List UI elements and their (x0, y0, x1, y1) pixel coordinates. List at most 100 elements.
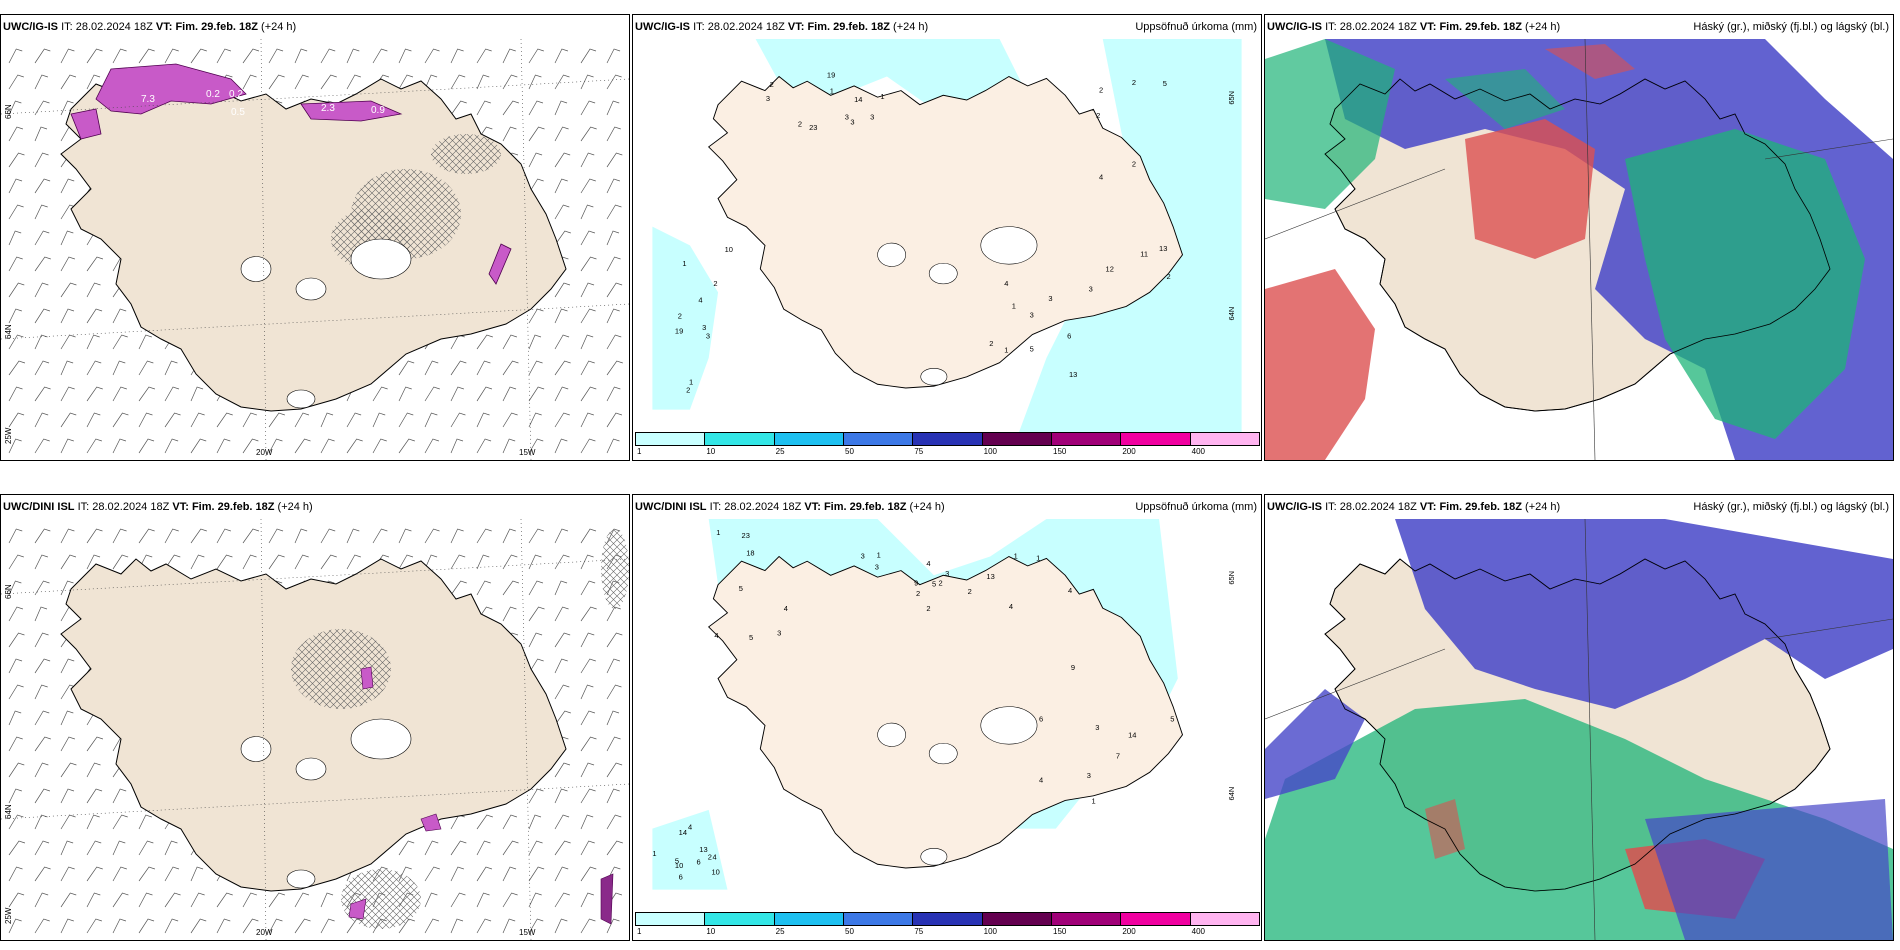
glacier (928, 742, 958, 765)
station-value: 18 (746, 549, 754, 558)
contour-label: 0.2 (229, 89, 243, 100)
station-value: 3 (1048, 294, 1052, 303)
panel-dini-wind: UWC/DINI ISL IT: 28.02.2024 18Z VT: Fim.… (0, 494, 630, 941)
model-label: UWC/DINI ISL (635, 501, 707, 513)
station-value: 1 (830, 86, 834, 95)
station-value: 4 (1039, 776, 1043, 785)
contour-label: 0.5 (231, 107, 245, 118)
colorbar-tick: 200 (1122, 927, 1136, 936)
station-value: 6 (679, 872, 683, 881)
lon-label: 20W (256, 928, 273, 937)
station-value: 2 (708, 853, 712, 862)
colorbar-swatch (912, 912, 983, 926)
panel-field-title: Uppsöfnuð úrkoma (mm) (1135, 21, 1257, 33)
colorbar-swatch (843, 912, 914, 926)
colorbar-swatch (843, 432, 914, 446)
station-value: 2 (1167, 272, 1171, 281)
model-label: UWC/IG-IS (1267, 21, 1322, 33)
station-value: 3 (861, 551, 865, 560)
station-value: 1 (1036, 553, 1040, 562)
vt-value: Fim. 29.feb. 18Z (1439, 21, 1522, 33)
station-value: 2 (1132, 78, 1136, 87)
station-value: 5 (1170, 715, 1174, 724)
land-area (707, 75, 1184, 389)
station-value: 2 (968, 587, 972, 596)
cloud-layer (1395, 519, 1893, 709)
it-value: 28.02.2024 18Z (1339, 21, 1417, 33)
cloud-map (1265, 519, 1893, 940)
vt-label: VT: (155, 21, 173, 33)
coastline (1324, 558, 1831, 892)
wind-map: 66N 64N 25W 20W 15W (1, 519, 629, 940)
precip-area (652, 226, 719, 410)
station-value: 19 (675, 327, 683, 336)
station-value: 4 (712, 853, 716, 862)
station-value: 5 (1163, 79, 1167, 88)
glacier (877, 242, 906, 267)
it-value: 28.02.2024 18Z (724, 501, 802, 513)
station-value: 10 (675, 861, 683, 870)
glacier (980, 706, 1038, 745)
colorbar-swatch (1120, 432, 1191, 446)
station-value: 4 (688, 823, 692, 832)
colorbar-tick: 10 (706, 927, 716, 936)
station-value: 2 (989, 339, 993, 348)
station-value: 14 (679, 828, 687, 837)
precip-area (300, 100, 403, 122)
panel-field-title: Háský (gr.), miðský (fj.bl.) og lágský (… (1693, 21, 1889, 33)
station-value: 1 (716, 528, 720, 537)
snow-hatch (291, 629, 391, 709)
colorbar: 1 10 25 50 75 100 150 200 400 (635, 912, 1260, 936)
colorbar-swatch (1120, 912, 1191, 926)
glacier (286, 869, 316, 889)
station-value: 3 (875, 563, 879, 572)
station-value: 5 (739, 584, 743, 593)
vt-value: Fim. 29.feb. 18Z (1439, 501, 1522, 513)
panel-igis-precip: UWC/IG-IS IT: 28.02.2024 18Z VT: Fim. 29… (632, 14, 1262, 461)
cloud-layer (1265, 269, 1375, 460)
colorbar-swatch (1051, 912, 1122, 926)
station-value: 2 (798, 119, 802, 128)
lon-label: 15W (519, 448, 536, 457)
it-value: 28.02.2024 18Z (707, 21, 785, 33)
vt-label: VT: (172, 501, 189, 513)
snow-hatch (431, 134, 501, 174)
panel-header: UWC/DINI ISL IT: 28.02.2024 18Z VT: Fim.… (1, 495, 629, 519)
station-value: 4 (1099, 173, 1103, 182)
panel-igis-cloud: UWC/IG-IS IT: 28.02.2024 18Z VT: Fim. 29… (1264, 14, 1894, 461)
colorbar-tick: 10 (706, 447, 716, 456)
colorbar-swatch (704, 912, 775, 926)
it-label: IT: (61, 21, 73, 33)
land-area (707, 555, 1184, 869)
station-value: 4 (1009, 602, 1013, 611)
cloud-layer (1645, 799, 1893, 940)
it-label: IT: (709, 501, 722, 513)
snow-hatch (341, 869, 421, 929)
station-value: 10 (725, 245, 733, 254)
panel-header: UWC/DINI ISL IT: 28.02.2024 18Z VT: Fim.… (633, 495, 1261, 519)
lead-time: (+24 h) (261, 21, 297, 33)
it-label: IT: (1325, 501, 1337, 513)
station-value: 4 (698, 296, 702, 305)
it-label: IT: (1325, 21, 1337, 33)
vt-label: VT: (1419, 21, 1437, 33)
colorbar-swatch (981, 912, 1052, 926)
cloud-layer (1465, 119, 1595, 259)
cloud-map (1265, 39, 1893, 460)
station-value: 1 (1014, 551, 1018, 560)
lat-label: 64N (4, 324, 13, 339)
precip-area (348, 898, 367, 920)
station-value: 2 (678, 312, 682, 321)
panel-field-title: Háský (gr.), miðský (fj.bl.) og lágský (… (1693, 501, 1889, 513)
glacier (295, 757, 327, 781)
colorbar-tick: 50 (845, 927, 854, 936)
station-value: 9 (914, 579, 918, 588)
model-label: UWC/IG-IS (3, 21, 58, 33)
station-value: 12 (1106, 265, 1114, 274)
glacier (928, 262, 958, 285)
wind-map: 0.2 0.2 0.5 7.3 2.3 0.9 66N 64N 25W 20W 15W (1, 39, 629, 460)
precip-area (652, 809, 728, 890)
contour-label: 0.2 (206, 89, 220, 100)
lat-label: 66N (4, 104, 13, 119)
vt-label: VT: (1419, 501, 1437, 513)
